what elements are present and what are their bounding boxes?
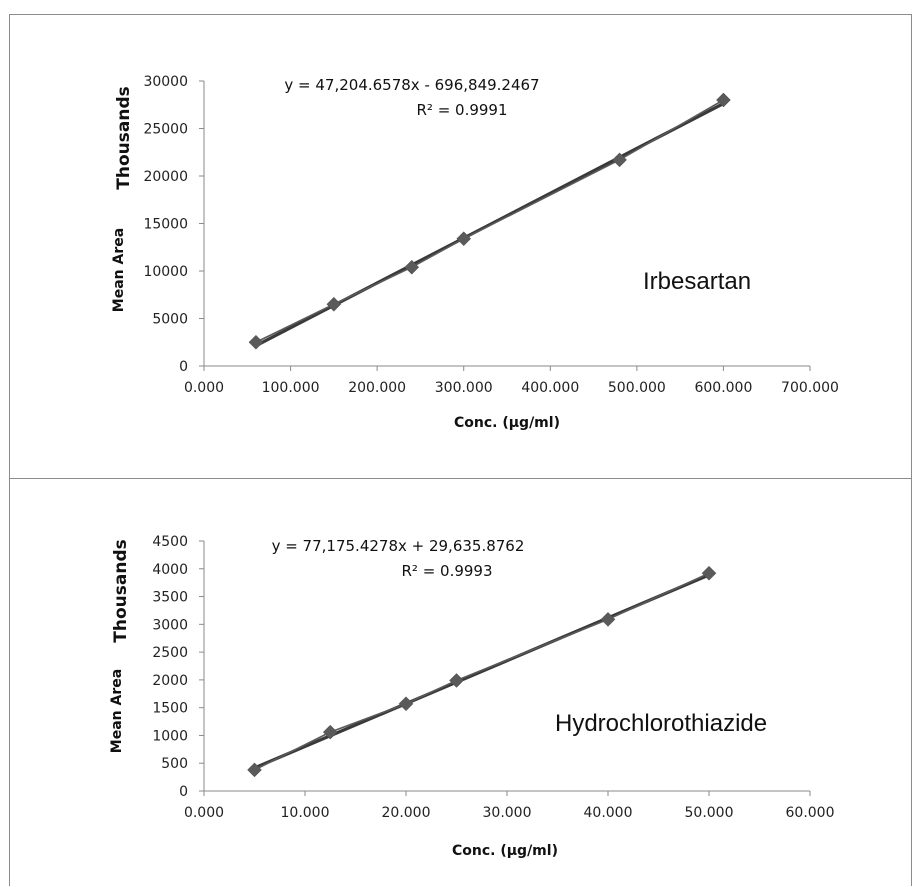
x-tick-label: 200.000 <box>348 380 406 396</box>
y-tick-label: 5000 <box>152 312 188 328</box>
data-point-diamond <box>326 296 342 312</box>
hydrochlorothiazide-calibration-panel: 0.000 10.000 20.000 30.000 40.000 50.000 60.00… <box>9 478 912 886</box>
y-units-label: Thousands <box>111 539 131 642</box>
x-tick-label: 100.000 <box>262 380 320 396</box>
y-tick-label: 2500 <box>152 645 188 661</box>
data-point-diamond <box>247 762 262 778</box>
x-tick-label: 10.000 <box>281 805 330 821</box>
x-tick-label: 400.000 <box>521 380 579 396</box>
x-tick-label: 40.000 <box>584 805 633 821</box>
y-units-label: Thousands <box>114 86 134 189</box>
y-tick-label: 20000 <box>143 169 188 185</box>
axes <box>199 540 811 796</box>
y-tick-label: 3500 <box>152 590 188 606</box>
x-tick-labels: 0.000 10.000 20.000 30.000 40.000 50.000 60.00… <box>184 805 835 821</box>
y-tick-label: 4000 <box>152 562 188 578</box>
y-tick-label: 25000 <box>143 122 188 138</box>
data-point-diamond <box>701 565 717 581</box>
r-squared-label: R² = 0.9993 <box>401 562 492 580</box>
y-axis-title: Mean Area <box>109 669 125 753</box>
y-tick-label: 1000 <box>152 728 188 744</box>
x-tick-label: 500.000 <box>608 380 666 396</box>
series-lines <box>255 99 725 348</box>
data-points <box>247 565 717 778</box>
axes <box>199 80 811 371</box>
y-tick-label: 3000 <box>152 617 188 633</box>
data-point-diamond <box>716 92 731 108</box>
irbesartan-calibration-panel: 0.000 100.000 200.000 300.000 400.000 500.000… <box>9 14 912 479</box>
y-tick-label: 1500 <box>152 701 188 717</box>
data-point-diamond <box>612 152 627 168</box>
x-axis-title: Conc. (µg/ml) <box>454 415 560 431</box>
y-tick-label: 15000 <box>143 217 188 233</box>
data-point-diamond <box>404 259 420 275</box>
y-tick-label: 500 <box>161 756 188 772</box>
y-tick-label: 2000 <box>152 673 188 689</box>
x-tick-label: 50.000 <box>685 805 734 821</box>
x-tick-label: 0.000 <box>184 380 224 396</box>
x-tick-label: 0.000 <box>184 805 224 821</box>
data-point-diamond <box>322 724 338 740</box>
trendline-equation: y = 47,204.6578x - 696,849.2467 <box>284 76 539 94</box>
y-tick-label: 0 <box>179 784 188 800</box>
drug-name-label: Hydrochlorothiazide <box>555 710 767 737</box>
x-tick-label: 30.000 <box>483 805 532 821</box>
data-points <box>248 92 731 350</box>
data-point-diamond <box>600 611 616 627</box>
y-tick-label: 30000 <box>143 74 188 90</box>
hydrochlorothiazide-calibration-chart: 0.000 10.000 20.000 30.000 40.000 50.000 60.00… <box>109 534 835 859</box>
trendline-equation: y = 77,175.4278x + 29,635.8762 <box>272 537 525 555</box>
x-tick-label: 20.000 <box>382 805 431 821</box>
x-axis-title: Conc. (µg/ml) <box>452 843 558 859</box>
y-tick-label: 4500 <box>152 534 188 550</box>
irbesartan-calibration-chart: 0.000 100.000 200.000 300.000 400.000 500.000… <box>111 74 839 431</box>
data-point-diamond <box>248 334 264 350</box>
data-point-diamond <box>456 231 472 247</box>
x-tick-label: 300.000 <box>435 380 493 396</box>
x-tick-label: 700.000 <box>781 380 839 396</box>
x-tick-label: 60.000 <box>786 805 835 821</box>
drug-name-label: Irbesartan <box>643 268 751 295</box>
series-line <box>254 572 710 771</box>
x-tick-labels: 0.000 100.000 200.000 300.000 400.000 500.000… <box>184 380 839 396</box>
y-tick-labels: 0 500 1000 1500 2000 2500 3000 3500 4000 4500 <box>152 534 188 800</box>
series-lines <box>253 572 710 771</box>
series-line <box>255 99 724 343</box>
r-squared-label: R² = 0.9991 <box>416 101 507 119</box>
y-tick-label: 10000 <box>143 264 188 280</box>
x-tick-label: 600.000 <box>694 380 752 396</box>
y-axis-title: Mean Area <box>111 228 127 312</box>
data-point-diamond <box>398 696 414 712</box>
y-tick-label: 0 <box>179 359 188 375</box>
y-tick-labels: 0 5000 10000 15000 20000 25000 30000 <box>143 74 188 375</box>
data-point-diamond <box>449 673 464 688</box>
